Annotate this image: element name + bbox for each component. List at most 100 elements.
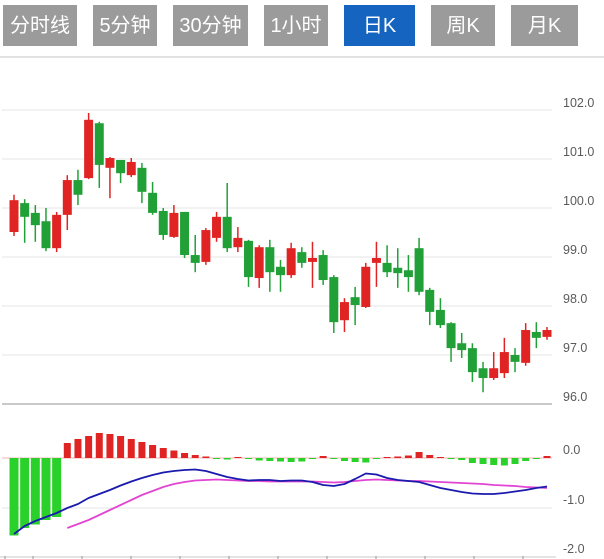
candle-body <box>425 289 435 312</box>
candle-series <box>9 112 552 393</box>
candle-body <box>329 277 339 323</box>
macd-hist-bar <box>404 455 412 458</box>
dea-line-group <box>66 478 548 529</box>
candle-body <box>158 210 168 235</box>
candle-body <box>254 247 264 279</box>
macd-hist-bar <box>213 458 221 459</box>
macd-hist-bar <box>479 458 487 464</box>
candle-body <box>20 203 30 217</box>
macd-hist-bar <box>500 458 508 466</box>
macd-hist-bar <box>138 442 146 458</box>
candle-body <box>73 180 83 195</box>
macd-hist-bar <box>245 458 253 459</box>
candle-body <box>94 123 104 165</box>
macd-hist-bar <box>511 458 519 464</box>
candle-body <box>276 266 285 276</box>
macd-hist-bar <box>426 455 434 458</box>
price-tick-label: 98.0 <box>563 292 587 306</box>
price-tick-label: 96.0 <box>563 390 587 404</box>
tab-timeline[interactable]: 分时线 <box>3 5 77 46</box>
candle-body <box>222 216 232 249</box>
dif-line-group <box>13 468 548 535</box>
macd-hist-bar <box>436 457 444 458</box>
macd-hist-bar <box>458 458 466 460</box>
macd-hist-bar <box>20 458 30 528</box>
candle-body <box>542 330 552 337</box>
tab-daily-k[interactable]: 日K <box>344 5 415 46</box>
macd-hist-bar <box>351 458 359 462</box>
price-tick-label: 97.0 <box>563 341 587 355</box>
tab-5min[interactable]: 5分钟 <box>93 5 157 46</box>
macd-hist-bar <box>372 458 380 459</box>
price-axis-labels: 102.0 101.0 100.0 99.0 98.0 97.0 96.0 <box>563 96 594 404</box>
macd-hist-bar <box>490 458 498 465</box>
candle-body <box>510 355 520 362</box>
macd-hist-bar <box>266 458 274 461</box>
candle-body <box>169 212 179 237</box>
macd-hist-bar <box>30 458 40 525</box>
macd-tick-label: -2.0 <box>563 542 585 556</box>
candle-body <box>435 309 445 326</box>
candle-body <box>265 247 275 273</box>
price-tick-label: 102.0 <box>563 96 594 110</box>
price-grid <box>2 109 552 405</box>
candle-body <box>116 159 126 174</box>
candle-body <box>126 161 136 176</box>
macd-hist-bar <box>9 458 19 536</box>
candle-body <box>62 180 72 215</box>
macd-hist-bar <box>95 433 103 458</box>
macd-hist-bar <box>468 458 476 463</box>
macd-histogram <box>9 433 551 536</box>
candle-body <box>446 323 456 349</box>
macd-hist-bar <box>383 457 391 458</box>
candle-body <box>478 368 488 379</box>
candle-body <box>531 331 541 338</box>
macd-tick-label: 0.0 <box>563 443 580 457</box>
macd-hist-bar <box>170 450 178 458</box>
tab-weekly-k[interactable]: 周K <box>431 5 495 46</box>
macd-hist-bar <box>319 456 327 458</box>
macd-hist-bar <box>223 458 231 460</box>
macd-hist-bar <box>191 455 199 458</box>
candle-body <box>84 119 94 179</box>
candle-body <box>286 248 296 276</box>
candle-body <box>9 200 19 233</box>
candle-body <box>467 348 477 373</box>
tab-30min[interactable]: 30分钟 <box>173 5 248 46</box>
candle-body <box>190 255 200 263</box>
candle-body <box>307 257 317 262</box>
price-tick-label: 101.0 <box>563 145 594 159</box>
candle-body <box>393 267 403 274</box>
macd-hist-bar <box>543 456 551 458</box>
macd-hist-bar <box>330 458 338 459</box>
candle-body <box>233 237 243 248</box>
candle-body <box>521 330 531 363</box>
candle-body <box>180 211 190 256</box>
macd-hist-bar <box>522 458 530 461</box>
dea-line <box>66 478 548 529</box>
macd-hist-bar <box>52 458 62 517</box>
macd-hist-bar <box>308 458 316 459</box>
candle-body <box>244 240 254 278</box>
tab-monthly-k[interactable]: 月K <box>511 5 578 46</box>
timeframe-tabbar: 分时线 5分钟 30分钟 1小时 日K 周K 月K <box>3 5 578 46</box>
candle-body <box>414 248 424 292</box>
candle-body <box>371 257 381 263</box>
macd-hist-bar <box>234 457 242 458</box>
candle-body <box>382 262 392 273</box>
candle-body <box>52 214 62 249</box>
macd-hist-bar <box>277 458 284 462</box>
macd-hist-bar <box>394 456 402 458</box>
macd-hist-bar <box>202 456 210 458</box>
macd-hist-bar <box>340 458 348 461</box>
macd-hist-bar <box>255 458 263 461</box>
price-tick-label: 99.0 <box>563 243 587 257</box>
candle-body <box>499 352 509 374</box>
candle-body <box>30 212 40 226</box>
candle-body <box>105 158 115 168</box>
candle-body <box>339 302 349 321</box>
candle-body <box>489 368 499 379</box>
candle-body <box>457 343 467 351</box>
tab-1hour[interactable]: 1小时 <box>264 5 328 46</box>
